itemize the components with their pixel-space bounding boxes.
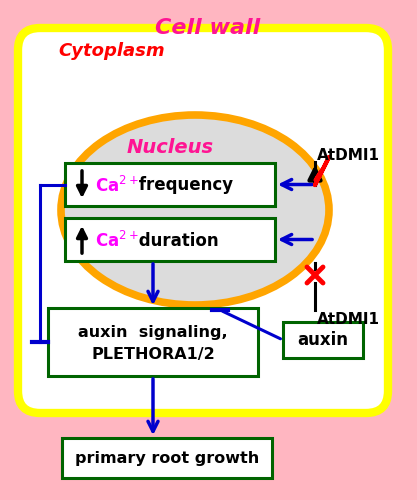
Text: Nucleus: Nucleus xyxy=(126,138,214,157)
Text: Cytoplasm: Cytoplasm xyxy=(58,42,165,60)
FancyBboxPatch shape xyxy=(62,438,272,478)
FancyBboxPatch shape xyxy=(283,322,363,358)
Text: duration: duration xyxy=(133,232,219,250)
Text: AtDMI1: AtDMI1 xyxy=(317,312,380,327)
Text: AtDMI1: AtDMI1 xyxy=(317,148,380,163)
Text: Cell wall: Cell wall xyxy=(156,18,261,38)
Text: auxin: auxin xyxy=(297,331,349,349)
Text: auxin  signaling,: auxin signaling, xyxy=(78,324,228,340)
FancyBboxPatch shape xyxy=(18,28,388,413)
Text: Ca$^{2+}$: Ca$^{2+}$ xyxy=(95,230,139,250)
Ellipse shape xyxy=(61,115,329,305)
FancyBboxPatch shape xyxy=(48,308,258,376)
Text: Ca$^{2+}$: Ca$^{2+}$ xyxy=(95,176,139,196)
FancyBboxPatch shape xyxy=(65,163,275,206)
FancyBboxPatch shape xyxy=(5,5,412,493)
FancyBboxPatch shape xyxy=(65,218,275,261)
Text: frequency: frequency xyxy=(133,176,233,194)
Text: primary root growth: primary root growth xyxy=(75,450,259,466)
Text: PLETHORA1/2: PLETHORA1/2 xyxy=(91,346,215,362)
